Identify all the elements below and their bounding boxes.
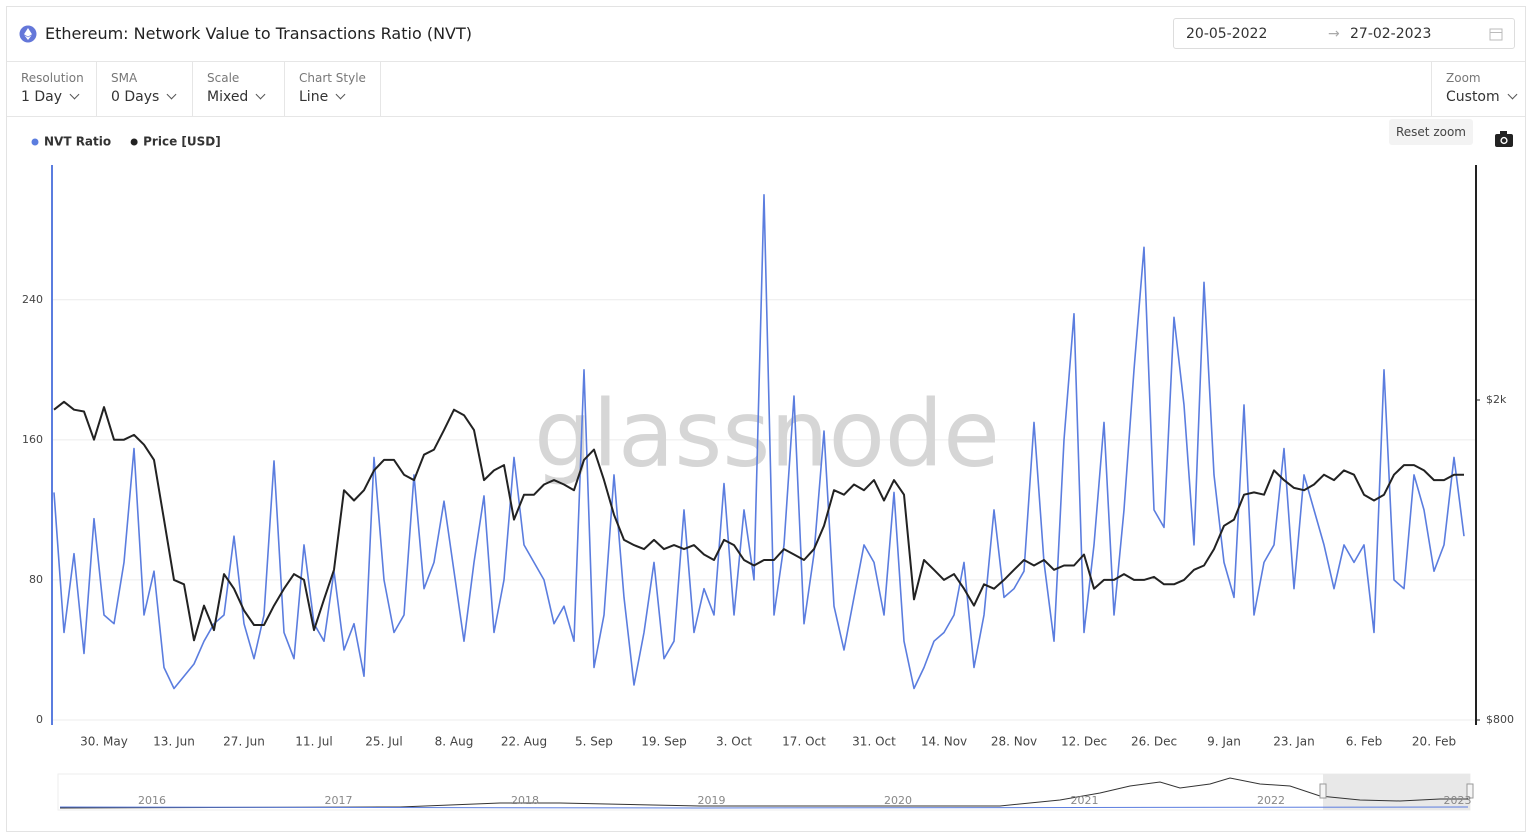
series-line: [53, 194, 1465, 690]
x-tick-label: 31. Oct: [852, 735, 896, 749]
navigator-year: 2020: [884, 794, 912, 807]
eth-icon: [19, 25, 37, 43]
x-tick-label: 22. Aug: [501, 735, 547, 749]
page-frame: Ethereum: Network Value to Transactions …: [6, 6, 1526, 832]
control-value[interactable]: Custom: [1446, 89, 1525, 105]
x-tick-label: 26. Dec: [1131, 735, 1177, 749]
x-tick-label: 19. Sep: [641, 735, 687, 749]
control[interactable]: SMA 0 Days: [97, 62, 193, 116]
y-tick-label: 160: [22, 433, 43, 446]
x-tick-label: 13. Jun: [153, 735, 195, 749]
x-tick-label: 12. Dec: [1061, 735, 1107, 749]
control-value[interactable]: 0 Days: [111, 89, 192, 105]
legend-marker: [130, 138, 138, 146]
navigator-year: 2021: [1071, 794, 1099, 807]
x-tick-label: 14. Nov: [921, 735, 967, 749]
y2-tick-label: $800: [1486, 713, 1514, 726]
x-tick-label: 23. Jan: [1273, 735, 1314, 749]
control[interactable]: Chart Style Line: [285, 62, 381, 116]
navigator-year: 2018: [511, 794, 539, 807]
header: Ethereum: Network Value to Transactions …: [7, 7, 1525, 62]
zoom-control[interactable]: Zoom Custom: [1431, 62, 1525, 116]
x-tick-label: 27. Jun: [223, 735, 265, 749]
date-from[interactable]: 20-05-2022: [1186, 26, 1268, 42]
navigator-year: 2017: [325, 794, 353, 807]
control-value[interactable]: Line: [299, 89, 380, 105]
x-tick-label: 9. Jan: [1207, 735, 1241, 749]
camera-icon[interactable]: [1495, 131, 1513, 147]
navigator-year: 2016: [138, 794, 166, 807]
control-value[interactable]: Mixed: [207, 89, 284, 105]
calendar-icon[interactable]: [1489, 27, 1503, 41]
navigator-handle[interactable]: [1319, 783, 1327, 799]
navigator-line: [59, 806, 1469, 809]
series-line: [53, 400, 1464, 642]
control-label: SMA: [111, 71, 138, 85]
x-tick-label: 8. Aug: [435, 735, 474, 749]
x-tick-label: 17. Oct: [782, 735, 826, 749]
x-tick-label: 3. Oct: [716, 735, 752, 749]
watermark: glassnode: [534, 380, 1000, 487]
navigator: 2016 2017 2018 2019 2020 2021 2022 2023: [57, 773, 1474, 811]
control-label: Zoom: [1446, 71, 1481, 85]
x-tick-label: 5. Sep: [575, 735, 613, 749]
navigator-line: [59, 777, 1468, 809]
navigator-handle[interactable]: [1466, 783, 1474, 799]
x-tick-label: 20. Feb: [1412, 735, 1456, 749]
control-label: Chart Style: [299, 71, 366, 85]
toolbar: Resolution 1 Day SMA 0 Days Scale Mixed Cha…: [7, 62, 1525, 117]
arrow: →: [1328, 26, 1340, 42]
legend-label: Price [USD]: [143, 135, 221, 149]
y-tick-label: 240: [22, 293, 43, 306]
y2-tick-label: $2k: [1486, 393, 1507, 406]
x-tick-label: 28. Nov: [991, 735, 1037, 749]
date-range[interactable]: 20-05-2022 → 27-02-2023: [1173, 18, 1515, 49]
y-tick-label: 80: [29, 573, 43, 586]
navigator-selection[interactable]: [1323, 774, 1470, 810]
reset-zoom-button[interactable]: Reset zoom: [1389, 119, 1473, 145]
navigator-year: 2022: [1257, 794, 1285, 807]
navigator-year: 2019: [698, 794, 726, 807]
x-tick-label: 6. Feb: [1346, 735, 1383, 749]
date-to[interactable]: 27-02-2023: [1350, 26, 1432, 42]
navigator-year: 2023: [1444, 794, 1472, 807]
legend-label: NVT Ratio: [44, 135, 111, 149]
y-tick-label: 0: [36, 713, 43, 726]
control-label: Scale: [207, 71, 240, 85]
control-label: Resolution: [21, 71, 84, 85]
x-tick-label: 11. Jul: [295, 735, 332, 749]
chart-title: Ethereum: Network Value to Transactions …: [45, 24, 472, 43]
x-tick-label: 25. Jul: [365, 735, 402, 749]
control-value[interactable]: 1 Day: [21, 89, 96, 105]
control[interactable]: Scale Mixed: [193, 62, 285, 116]
x-tick-label: 30. May: [80, 735, 128, 749]
control[interactable]: Resolution 1 Day: [7, 62, 97, 116]
legend-marker: [31, 138, 39, 146]
